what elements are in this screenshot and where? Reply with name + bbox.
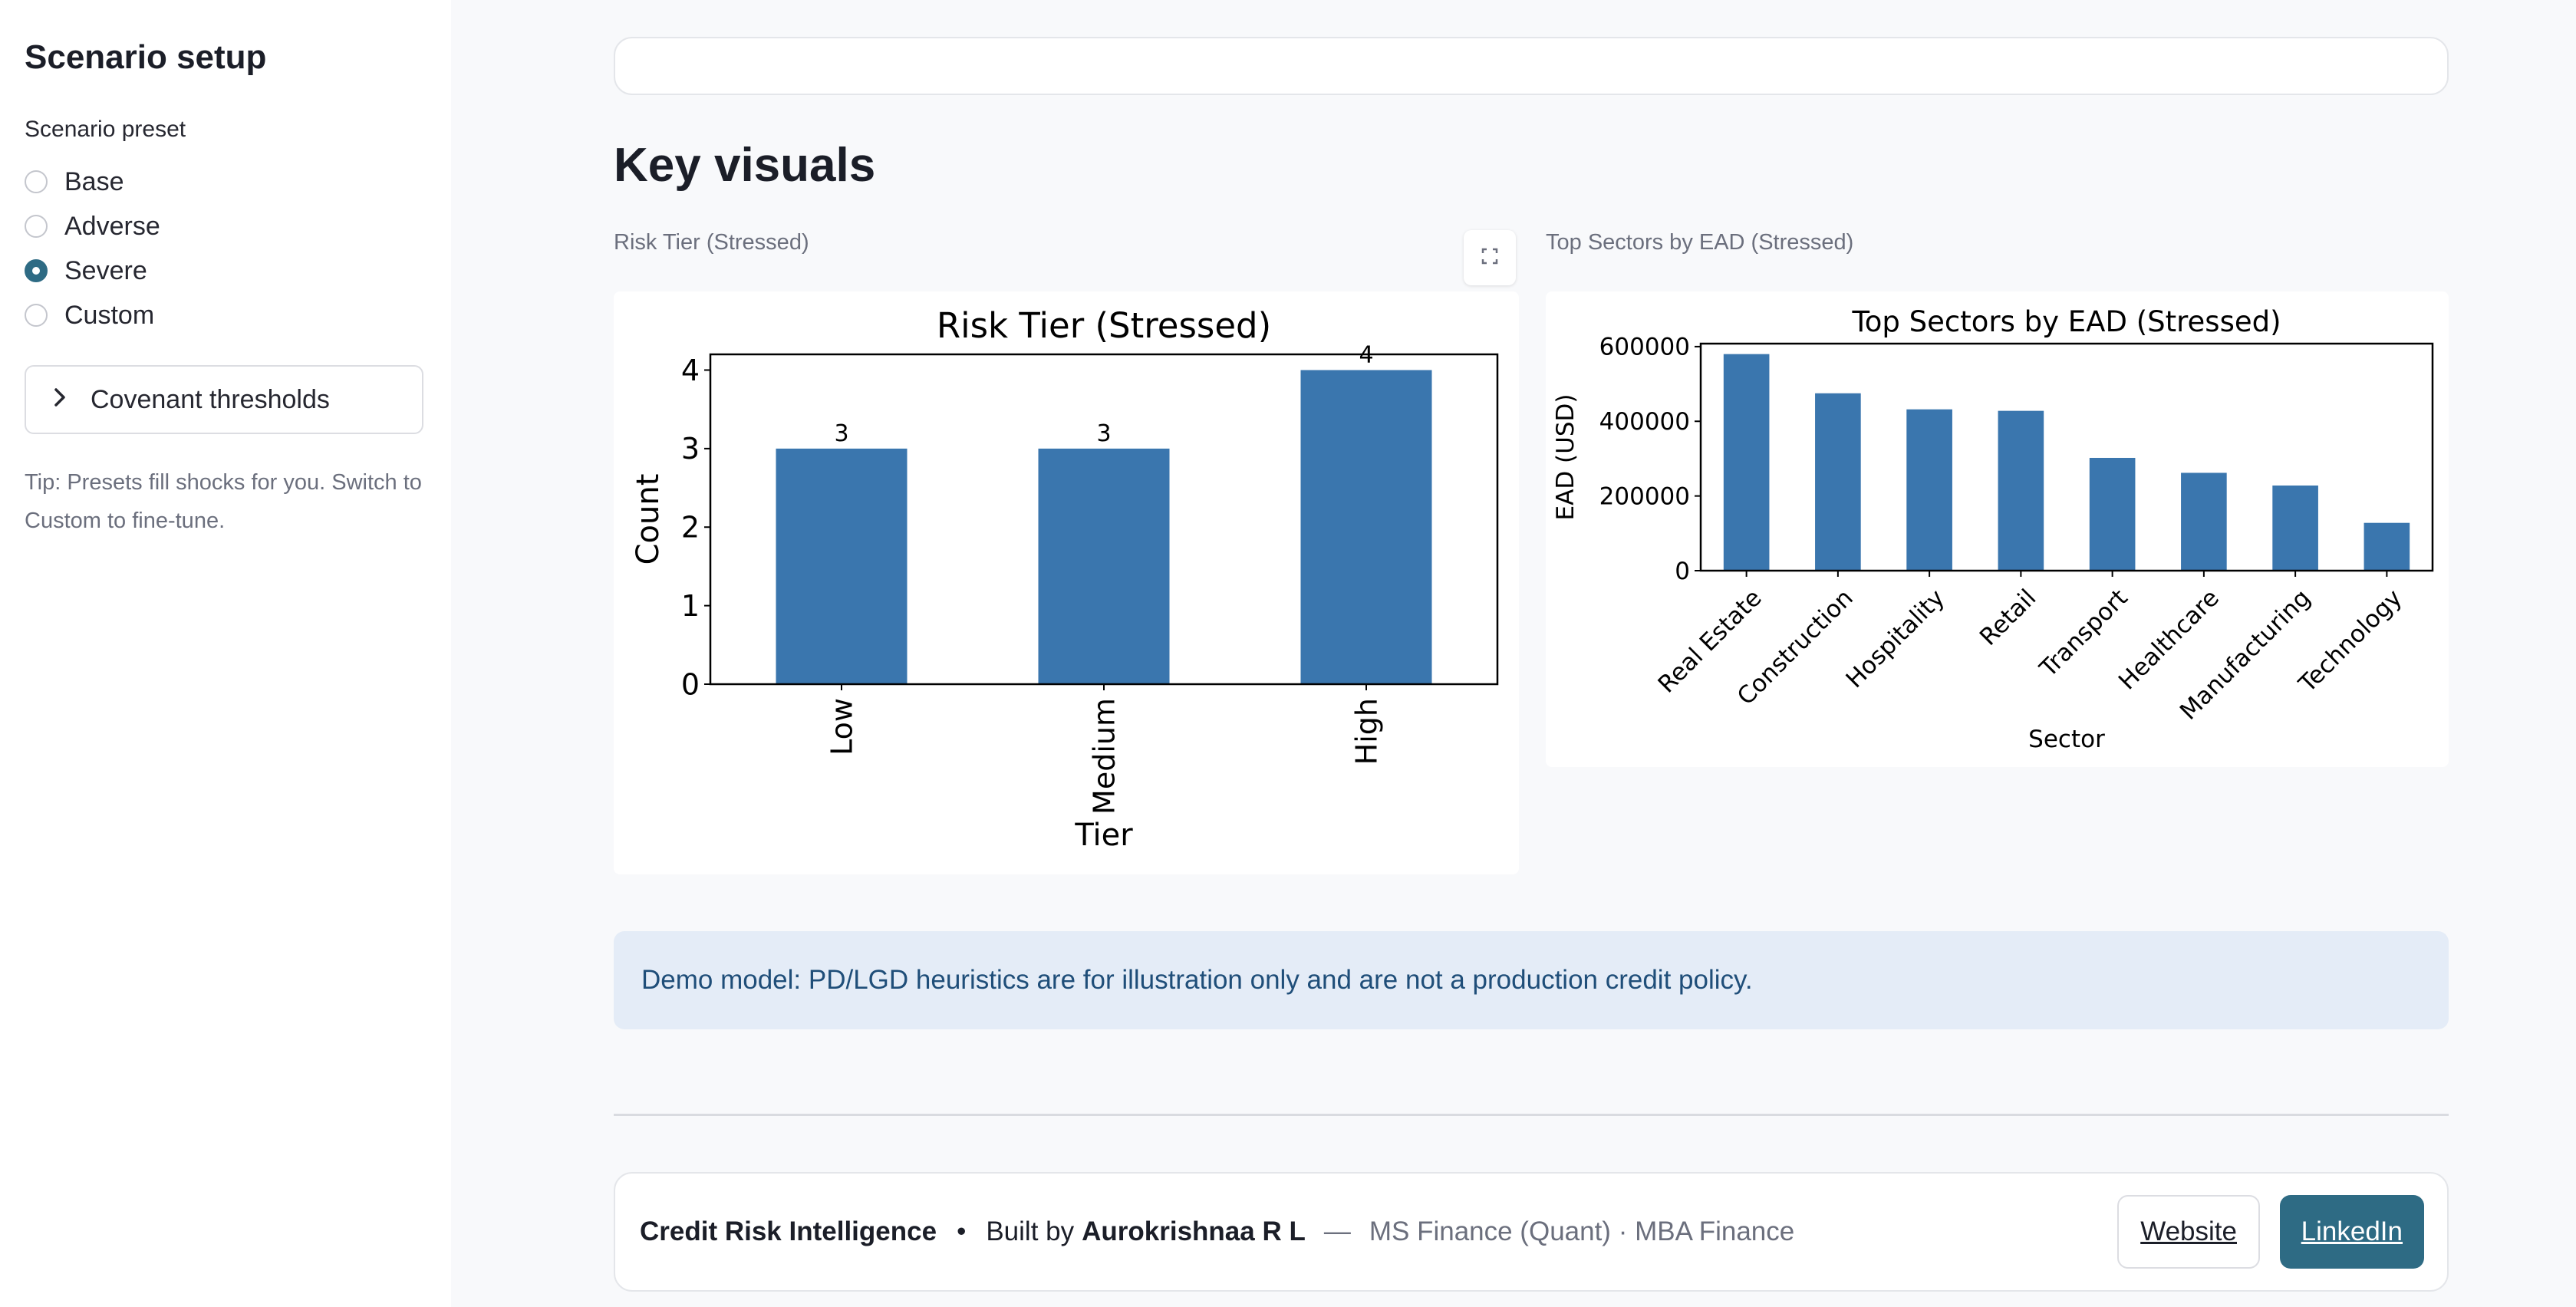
radio-circle[interactable] (25, 215, 48, 238)
radio-severe[interactable]: Severe (25, 252, 147, 290)
radio-circle[interactable] (25, 170, 48, 193)
radio-circle-selected[interactable] (25, 259, 48, 282)
chart-bar (1906, 409, 1952, 571)
fullscreen-icon (1481, 248, 1498, 268)
chart-bar (2089, 457, 2136, 571)
chart-bar (776, 448, 908, 684)
footer-bullet: • (957, 1216, 967, 1246)
covenant-thresholds-expander[interactable]: Covenant thresholds (25, 365, 423, 434)
info-text: Demo model: PD/LGD heuristics are for il… (641, 965, 1753, 995)
fullscreen-button[interactable] (1464, 230, 1516, 285)
website-button[interactable]: Website (2117, 1195, 2260, 1269)
radio-custom[interactable]: Custom (25, 296, 154, 334)
radio-label-base: Base (64, 166, 124, 196)
chart-y-tick-label: 400000 (1599, 408, 1690, 436)
footer-author: Aurokrishnaa R L (1082, 1216, 1306, 1246)
info-banner: Demo model: PD/LGD heuristics are for il… (614, 931, 2449, 1029)
top-sectors-chart-panel: Top Sectors by EAD (Stressed) Real Estate… (1546, 291, 2449, 767)
top-container (614, 37, 2449, 95)
chart-x-tick-label: High (1349, 698, 1383, 765)
chevron-right-icon (52, 385, 68, 415)
chart-x-tick-label: Medium (1087, 698, 1121, 815)
divider (614, 1114, 2449, 1116)
footer-credentials: MS Finance (Quant) · MBA Finance (1369, 1216, 1795, 1246)
chart-y-axis-label: Count (631, 474, 666, 565)
chart-x-tick-label: Retail (1975, 584, 2041, 651)
chart-y-tick-label: 2 (681, 511, 700, 545)
chart-x-tick-label: Low (825, 698, 858, 756)
chart-bar (1998, 410, 2044, 571)
chart-bar (2364, 522, 2410, 571)
radio-circle[interactable] (25, 304, 48, 327)
footer-built-by: Built by (986, 1216, 1075, 1246)
sidebar-tip: Tip: Presets fill shocks for you. Switch… (25, 470, 422, 533)
chart-title: Risk Tier (Stressed) (937, 305, 1271, 346)
chart-x-tick-label: Transport (2034, 584, 2133, 683)
chart-y-axis-label: EAD (USD) (1552, 394, 1580, 521)
risk-tier-chart: Risk Tier (Stressed) 3 Low 3 Medium 4 High 0 1 2 3… (631, 305, 1499, 853)
chart-y-tick-label: 1 (681, 589, 700, 623)
top-sectors-chart: Top Sectors by EAD (Stressed)Real Estate… (1552, 305, 2434, 753)
page-heading: Key visuals (614, 139, 876, 192)
footer-app-name: Credit Risk Intelligence (640, 1216, 937, 1246)
chart-frame (1699, 342, 2434, 572)
chart-y-tick-label: 600000 (1599, 334, 1690, 361)
chart-data-label: 3 (834, 420, 848, 447)
radio-label-severe: Severe (64, 255, 147, 285)
sidebar-title: Scenario setup (25, 38, 267, 76)
expander-label: Covenant thresholds (91, 384, 330, 414)
chart-bar (2181, 472, 2227, 571)
linkedin-button[interactable]: LinkedIn (2279, 1195, 2424, 1269)
chart-x-axis-label: Sector (2028, 726, 2105, 753)
chart-title: Top Sectors by EAD (Stressed) (1851, 305, 2281, 338)
chart-y-tick-label: 0 (1675, 558, 1690, 585)
radio-adverse[interactable]: Adverse (25, 207, 160, 245)
chart-bar (1300, 370, 1432, 684)
chart-bar (1815, 393, 1861, 571)
chart-bar (2272, 486, 2318, 571)
radio-label-custom: Custom (64, 300, 155, 330)
chart-y-tick-label: 200000 (1599, 482, 1690, 510)
chart-data-label: 3 (1096, 420, 1111, 447)
radio-base[interactable]: Base (25, 163, 124, 201)
chart-bar (1723, 354, 1770, 571)
chart-caption-left: Risk Tier (Stressed) (614, 230, 809, 255)
risk-tier-chart-panel: Risk Tier (Stressed) 3 Low 3 Medium 4 High 0 1 2 3… (614, 291, 1519, 874)
scenario-preset-label: Scenario preset (25, 117, 186, 142)
chart-y-tick-label: 3 (681, 432, 700, 466)
footer-dash: — (1323, 1216, 1351, 1246)
sidebar: Scenario setup Scenario preset Base Adve… (0, 0, 451, 1307)
chart-caption-right: Top Sectors by EAD (Stressed) (1546, 230, 1854, 255)
chart-frame (709, 353, 1499, 686)
radio-label-adverse: Adverse (64, 211, 160, 241)
chart-x-axis-label: Tier (1074, 818, 1133, 853)
chart-x-tick-label: Hospitality (1841, 584, 1951, 694)
chart-y-tick-label: 4 (681, 354, 700, 387)
chart-y-tick-label: 0 (681, 667, 700, 701)
footer: Credit Risk Intelligence • Built by Auro… (614, 1172, 2449, 1292)
chart-bar (1038, 448, 1170, 684)
